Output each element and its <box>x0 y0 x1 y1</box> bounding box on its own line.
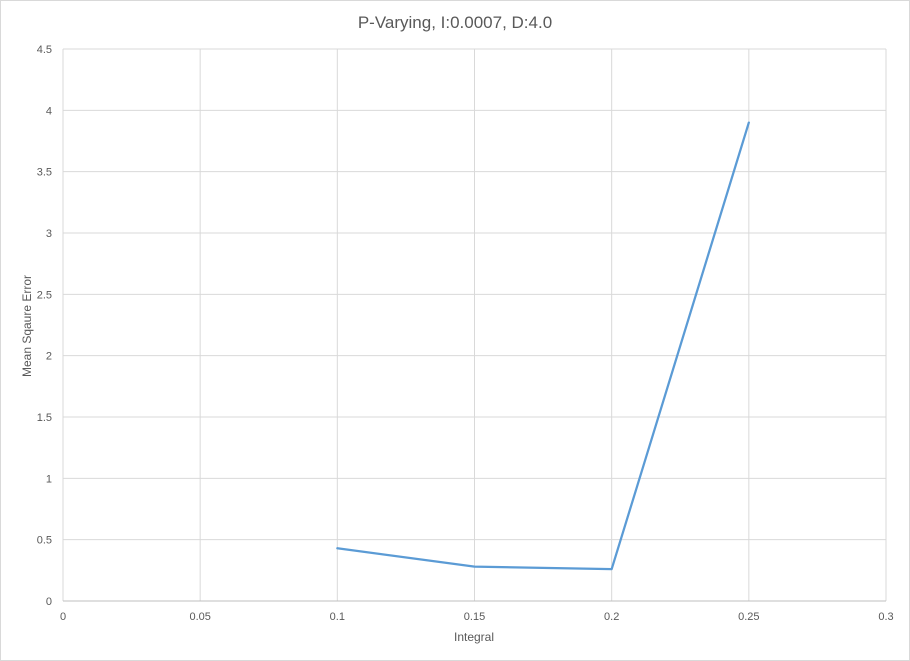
x-tick-label: 0.15 <box>464 611 485 623</box>
x-tick-label: 0.25 <box>738 611 759 623</box>
y-tick-label: 4 <box>46 105 52 117</box>
y-tick-label: 0 <box>46 596 52 608</box>
series-line <box>336 121 750 571</box>
x-tick-labels: 0 0.05 0.1 0.15 0.2 0.25 0.3 <box>60 611 894 623</box>
y-tick-label: 3.5 <box>37 167 52 179</box>
y-tick-label: 2 <box>46 351 52 363</box>
x-tick-label: 0.05 <box>189 611 210 623</box>
vertical-gridlines <box>62 49 887 601</box>
horizontal-gridlines <box>63 48 886 541</box>
x-tick-label: 0.1 <box>330 611 345 623</box>
y-tick-label: 1 <box>46 473 52 485</box>
y-axis-label: Mean Sqaure Error <box>20 275 34 377</box>
y-tick-label: 4.5 <box>37 44 52 56</box>
series-group <box>336 121 750 571</box>
x-axis-label: Integral <box>454 630 494 644</box>
x-tick-label: 0.2 <box>604 611 619 623</box>
chart-title: P-Varying, I:0.0007, D:4.0 <box>358 13 552 32</box>
y-tick-label: 0.5 <box>37 535 52 547</box>
x-tick-label: 0.3 <box>878 611 893 623</box>
y-tick-labels: 0 0.5 1 1.5 2 2.5 3 3.5 4 4.5 <box>37 44 52 608</box>
x-tick-label: 0 <box>60 611 66 623</box>
y-tick-label: 1.5 <box>37 412 52 424</box>
y-tick-label: 2.5 <box>37 289 52 301</box>
y-tick-label: 3 <box>46 228 52 240</box>
